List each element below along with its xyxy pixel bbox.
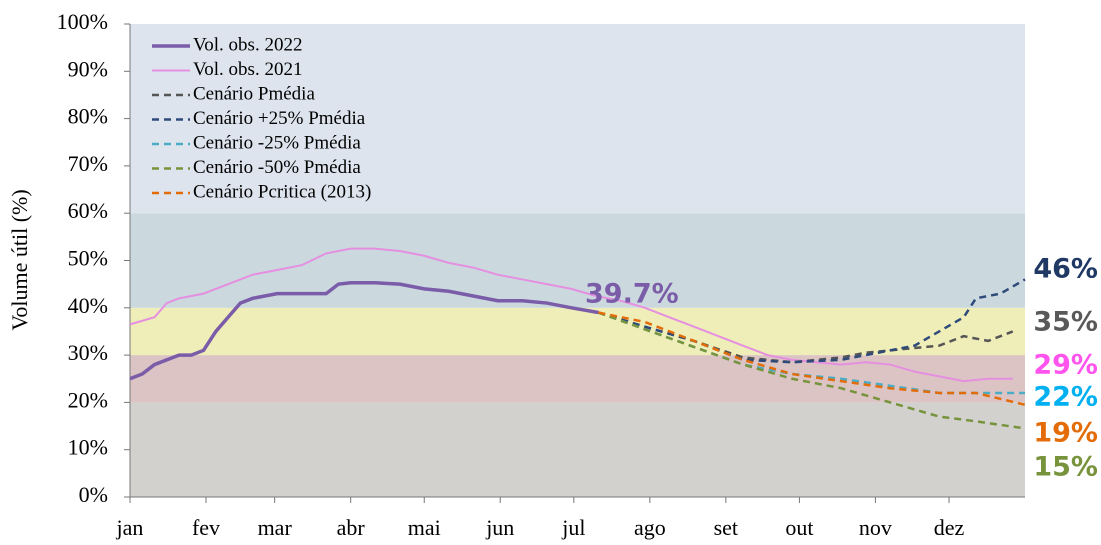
legend-label: Vol. obs. 2022 <box>193 34 302 55</box>
x-tick-label: fev <box>192 515 220 540</box>
zone-band <box>130 402 1025 497</box>
annotation: 46% <box>1033 254 1098 285</box>
series-line <box>598 311 1026 406</box>
zone-band <box>130 24 1025 214</box>
legend-label: Cenário Pcritica (2013) <box>193 181 371 202</box>
y-tick-label: 10% <box>68 435 108 460</box>
zone-band <box>130 355 1025 403</box>
x-tick-label: abr <box>337 515 366 540</box>
series-line <box>129 247 1013 383</box>
y-tick-label: 50% <box>68 246 108 271</box>
annotation: 39.7% <box>585 279 679 310</box>
x-tick-label: dez <box>934 515 965 540</box>
x-tick-label: jun <box>485 515 514 540</box>
x-tick-label: nov <box>859 515 892 540</box>
legend-label: Cenário Pmédia <box>193 83 315 104</box>
y-tick-label: 80% <box>68 104 108 129</box>
series-line <box>129 280 599 381</box>
legend-label: Cenário -50% Pmédia <box>193 157 361 178</box>
series-line <box>597 311 1026 430</box>
x-tick-label: jan <box>116 515 144 540</box>
annotation: 22% <box>1033 382 1098 413</box>
y-axis-label: Volume útil (%) <box>7 189 32 330</box>
y-tick-label: 30% <box>68 340 108 365</box>
zone-band <box>130 307 1025 356</box>
zone-band <box>130 213 1025 308</box>
y-tick-label: 60% <box>68 198 108 223</box>
legend-label: Cenário +25% Pmédia <box>193 108 366 129</box>
legend-label: Vol. obs. 2021 <box>193 59 302 80</box>
annotation: 29% <box>1033 350 1098 381</box>
x-tick-label: set <box>714 515 738 540</box>
x-tick-label: out <box>785 515 813 540</box>
x-tick-label: mai <box>408 515 441 540</box>
y-tick-label: 0% <box>79 482 108 507</box>
legend-label: Cenário -25% Pmédia <box>193 132 361 153</box>
x-tick-label: ago <box>634 515 666 540</box>
y-tick-label: 70% <box>68 151 108 176</box>
annotation: 35% <box>1033 307 1098 338</box>
annotation: 15% <box>1033 452 1098 483</box>
y-tick-label: 20% <box>68 387 108 412</box>
y-tick-label: 100% <box>57 9 108 34</box>
y-tick-label: 40% <box>68 293 108 318</box>
y-tick-label: 90% <box>68 56 108 81</box>
annotation: 19% <box>1033 418 1098 449</box>
x-tick-label: jul <box>561 515 585 540</box>
x-tick-label: mar <box>258 515 293 540</box>
